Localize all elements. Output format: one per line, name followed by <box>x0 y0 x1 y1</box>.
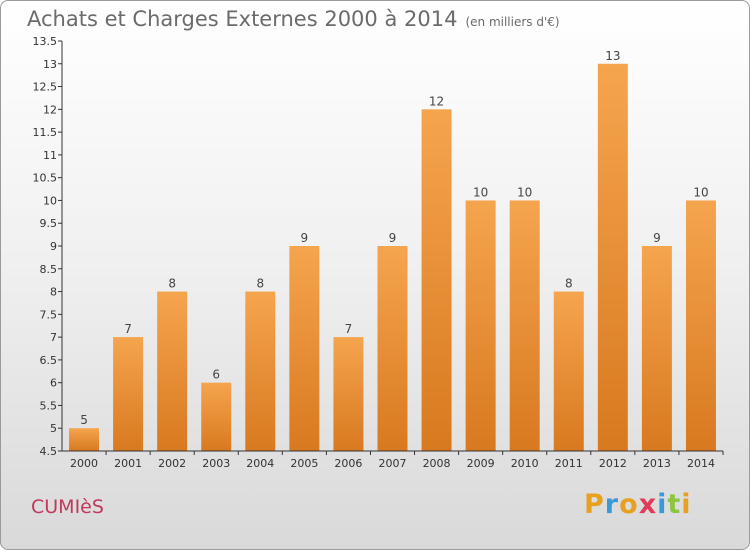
data-label: 9 <box>389 231 397 245</box>
data-label: 8 <box>565 277 573 291</box>
brand-letter: r <box>604 489 620 520</box>
commune-name: CUMIèS <box>31 496 104 518</box>
brand-letter: i <box>657 489 668 520</box>
y-tick-label: 11.5 <box>33 126 58 139</box>
bar-2007 <box>377 246 408 451</box>
data-label: 10 <box>693 185 708 199</box>
bar-2006 <box>333 337 364 451</box>
data-label: 5 <box>80 413 88 427</box>
x-tick-label: 2000 <box>70 457 98 470</box>
y-tick-label: 6 <box>50 377 57 390</box>
brand-letter: o <box>619 489 639 520</box>
x-tick-label: 2006 <box>334 457 362 470</box>
bar-2009 <box>465 200 496 451</box>
y-tick-label: 5 <box>50 422 57 435</box>
data-label: 10 <box>517 185 532 199</box>
brand-letter: P <box>584 489 605 520</box>
y-tick-label: 4.5 <box>40 445 58 458</box>
bar-2001 <box>113 337 144 451</box>
y-tick-label: 7.5 <box>40 308 58 321</box>
y-tick-label: 13 <box>43 58 57 71</box>
bar-2008 <box>421 109 452 451</box>
data-label: 8 <box>168 277 176 291</box>
chart-title: Achats et Charges Externes 2000 à 2014 <box>27 7 458 31</box>
y-tick-label: 10.5 <box>33 172 58 185</box>
y-tick-label: 7 <box>50 331 57 344</box>
y-tick-label: 9 <box>50 240 57 253</box>
data-label: 7 <box>345 322 353 336</box>
bar-2003 <box>201 382 232 451</box>
data-label: 13 <box>605 49 620 63</box>
bar-2012 <box>597 63 628 452</box>
x-tick-label: 2009 <box>467 457 495 470</box>
data-label: 10 <box>473 185 488 199</box>
x-tick-label: 2007 <box>379 457 407 470</box>
x-tick-label: 2013 <box>643 457 671 470</box>
x-tick-label: 2005 <box>290 457 318 470</box>
y-tick-label: 12.5 <box>33 81 58 94</box>
data-label: 8 <box>256 277 264 291</box>
data-label: 9 <box>301 231 309 245</box>
y-tick-label: 11 <box>43 149 57 162</box>
data-label: 7 <box>124 322 132 336</box>
x-tick-label: 2008 <box>423 457 451 470</box>
axes-group: 2000 2001 2002 2003 2004 2005 2006 2007 2008 2009… <box>33 35 724 470</box>
y-tick-label: 12 <box>43 103 57 116</box>
bar-2010 <box>509 200 540 451</box>
y-tick-label: 9.5 <box>40 217 58 230</box>
x-tick-label: 2011 <box>555 457 583 470</box>
bar-2011 <box>553 291 584 451</box>
x-tick-label: 2001 <box>114 457 142 470</box>
data-label: 9 <box>653 231 661 245</box>
x-tick-label: 2002 <box>158 457 186 470</box>
y-tick-label: 8 <box>50 286 57 299</box>
proxiti-logo[interactable]: Proxiti <box>584 489 692 520</box>
y-tick-label: 8.5 <box>40 263 58 276</box>
bars-group: 5 7 8 6 8 9 7 9 12 10 10 8 13 9 10 <box>69 49 716 452</box>
y-tick-label: 6.5 <box>40 354 58 367</box>
y-tick-label: 10 <box>43 194 57 207</box>
bar-2004 <box>245 291 276 451</box>
chart-title-block: Achats et Charges Externes 2000 à 2014 (e… <box>27 7 560 31</box>
x-tick-label: 2012 <box>599 457 627 470</box>
bar-2013 <box>641 246 672 451</box>
brand-letter: x <box>638 489 658 520</box>
chart-unit: (en milliers d'€) <box>465 15 560 29</box>
y-tick-label: 5.5 <box>40 399 58 412</box>
x-tick-label: 2014 <box>687 457 715 470</box>
bar-2002 <box>157 291 188 451</box>
data-label: 12 <box>429 94 444 108</box>
x-tick-label: 2004 <box>246 457 274 470</box>
x-tick-label: 2010 <box>511 457 539 470</box>
bar-2005 <box>289 246 320 451</box>
bar-2014 <box>685 200 716 451</box>
x-tick-label: 2003 <box>202 457 230 470</box>
brand-letter: t <box>667 489 682 520</box>
data-label: 6 <box>212 368 220 382</box>
y-tick-label: 13.5 <box>33 35 58 48</box>
bar-2000 <box>69 428 100 451</box>
brand-letter: i <box>681 489 692 520</box>
